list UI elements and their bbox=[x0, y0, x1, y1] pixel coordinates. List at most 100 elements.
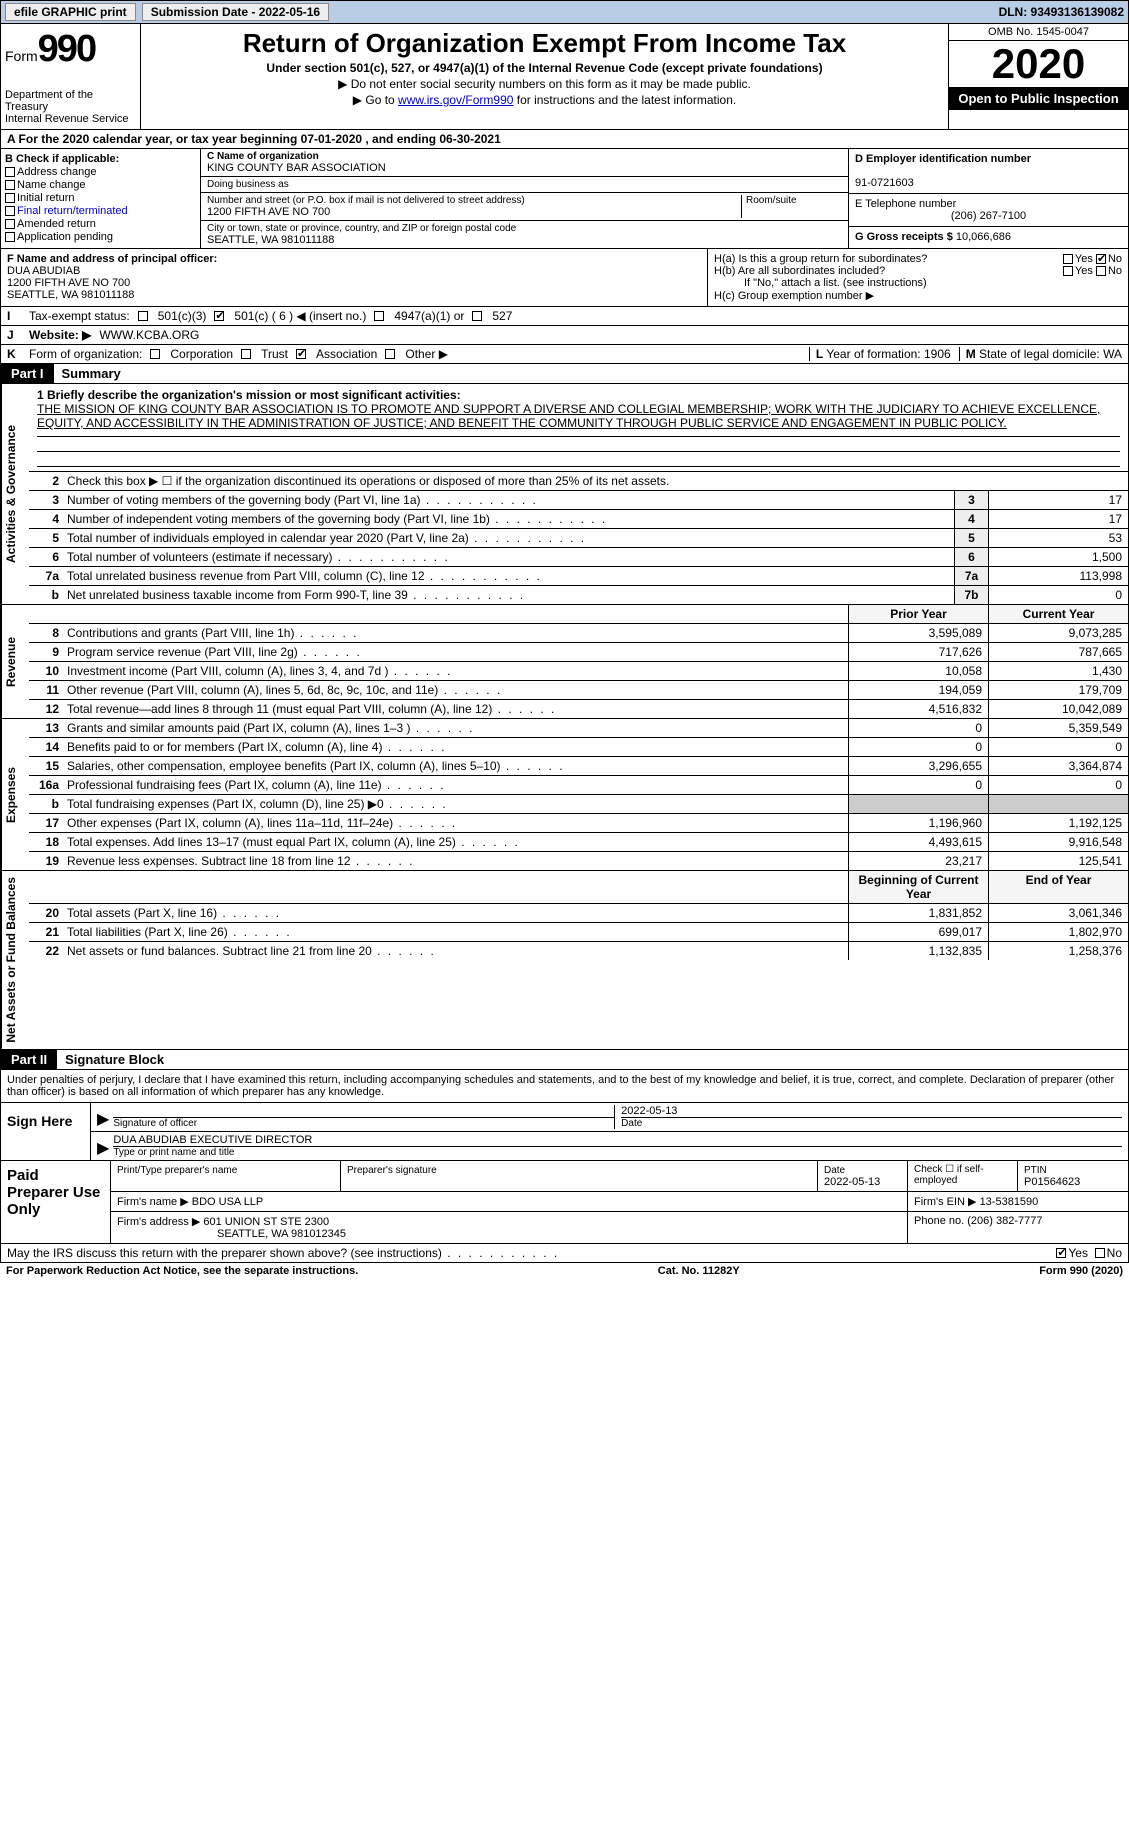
org-name: KING COUNTY BAR ASSOCIATION bbox=[207, 162, 842, 174]
arrow-icon: ▶ bbox=[97, 1138, 109, 1158]
gov-line: 5Total number of individuals employed in… bbox=[29, 529, 1128, 548]
form-subtitle: Under section 501(c), 527, or 4947(a)(1)… bbox=[149, 61, 940, 75]
ssn-note: ▶ Do not enter social security numbers o… bbox=[149, 77, 940, 91]
table-row: 10Investment income (Part VIII, column (… bbox=[29, 662, 1128, 681]
sig-date: 2022-05-13 bbox=[621, 1105, 677, 1117]
chk-hb-no[interactable] bbox=[1096, 266, 1106, 276]
tax-period: A For the 2020 calendar year, or tax yea… bbox=[0, 130, 1129, 149]
col-d-e-g: D Employer identification number 91-0721… bbox=[848, 149, 1128, 248]
gov-line: 7aTotal unrelated business revenue from … bbox=[29, 567, 1128, 586]
table-row: 18Total expenses. Add lines 13–17 (must … bbox=[29, 833, 1128, 852]
entity-block: B Check if applicable: Address change Na… bbox=[0, 149, 1129, 249]
chk-ha-yes[interactable] bbox=[1063, 254, 1073, 264]
submission-date-button[interactable]: Submission Date - 2022-05-16 bbox=[142, 3, 329, 21]
dln-label: DLN: 93493136139082 bbox=[999, 5, 1124, 19]
chk-initial-return[interactable] bbox=[5, 193, 15, 203]
part-1-header: Part I Summary bbox=[0, 364, 1129, 384]
chk-discuss-yes[interactable] bbox=[1056, 1248, 1066, 1258]
gov-line: 6Total number of volunteers (estimate if… bbox=[29, 548, 1128, 567]
table-row: 13Grants and similar amounts paid (Part … bbox=[29, 719, 1128, 738]
table-row: 19Revenue less expenses. Subtract line 1… bbox=[29, 852, 1128, 870]
ein: 91-0721603 bbox=[855, 177, 914, 189]
table-row: bTotal fundraising expenses (Part IX, co… bbox=[29, 795, 1128, 814]
gross-receipts: 10,066,686 bbox=[956, 231, 1011, 243]
table-row: 22Net assets or fund balances. Subtract … bbox=[29, 942, 1128, 960]
chk-final-return[interactable] bbox=[5, 206, 15, 216]
chk-other[interactable] bbox=[385, 349, 395, 359]
table-row: 12Total revenue—add lines 8 through 11 (… bbox=[29, 700, 1128, 718]
gov-line: 4Number of independent voting members of… bbox=[29, 510, 1128, 529]
summary-expenses: Expenses 13Grants and similar amounts pa… bbox=[0, 719, 1129, 871]
firm-phone: (206) 382-7777 bbox=[967, 1215, 1042, 1227]
website-row: J Website: ▶ WWW.KCBA.ORG bbox=[0, 326, 1129, 345]
form-title: Return of Organization Exempt From Incom… bbox=[149, 28, 940, 59]
irs-link[interactable]: www.irs.gov/Form990 bbox=[398, 93, 513, 107]
form-foot: Form 990 (2020) bbox=[1039, 1265, 1123, 1277]
tab-net-assets: Net Assets or Fund Balances bbox=[1, 871, 29, 1049]
table-row: 16aProfessional fundraising fees (Part I… bbox=[29, 776, 1128, 795]
sign-here-label: Sign Here bbox=[1, 1103, 91, 1160]
table-row: 9Program service revenue (Part VIII, lin… bbox=[29, 643, 1128, 662]
col-c-org-info: C Name of organization KING COUNTY BAR A… bbox=[201, 149, 848, 248]
chk-501c3[interactable] bbox=[138, 311, 148, 321]
paid-preparer-label: Paid Preparer Use Only bbox=[1, 1161, 111, 1243]
firm-ein: 13-5381590 bbox=[980, 1196, 1039, 1208]
gov-line: bNet unrelated business taxable income f… bbox=[29, 586, 1128, 604]
tab-revenue: Revenue bbox=[1, 605, 29, 718]
ptin: P01564623 bbox=[1024, 1176, 1080, 1188]
table-row: 20Total assets (Part X, line 16)1,831,85… bbox=[29, 904, 1128, 923]
tab-governance: Activities & Governance bbox=[1, 384, 29, 604]
chk-trust[interactable] bbox=[241, 349, 251, 359]
chk-name-change[interactable] bbox=[5, 180, 15, 190]
chk-assoc[interactable] bbox=[296, 349, 306, 359]
officer-group-block: F Name and address of principal officer:… bbox=[0, 249, 1129, 307]
city-state-zip: SEATTLE, WA 981011188 bbox=[207, 234, 842, 246]
chk-ha-no[interactable] bbox=[1096, 254, 1106, 264]
goto-post: for instructions and the latest informat… bbox=[513, 93, 736, 107]
arrow-icon: ▶ bbox=[97, 1109, 109, 1129]
officer-name-title: DUA ABUDIAB EXECUTIVE DIRECTOR bbox=[113, 1134, 312, 1146]
chk-527[interactable] bbox=[472, 311, 482, 321]
table-row: 8Contributions and grants (Part VIII, li… bbox=[29, 624, 1128, 643]
part-2-header: Part II Signature Block bbox=[0, 1050, 1129, 1070]
table-row: 14Benefits paid to or for members (Part … bbox=[29, 738, 1128, 757]
chk-4947[interactable] bbox=[374, 311, 384, 321]
summary-revenue: Revenue Prior YearCurrent Year 8Contribu… bbox=[0, 605, 1129, 719]
tax-year: 2020 bbox=[949, 41, 1128, 87]
officer-addr1: 1200 FIFTH AVE NO 700 bbox=[7, 277, 130, 289]
form-footer: For Paperwork Reduction Act Notice, see … bbox=[0, 1263, 1129, 1279]
efile-topbar: efile GRAPHIC print Submission Date - 20… bbox=[0, 0, 1129, 24]
mission-text: THE MISSION OF KING COUNTY BAR ASSOCIATI… bbox=[37, 402, 1100, 430]
col-b-checkboxes: B Check if applicable: Address change Na… bbox=[1, 149, 201, 248]
efile-print-button[interactable]: efile GRAPHIC print bbox=[5, 3, 136, 21]
table-row: 11Other revenue (Part VIII, column (A), … bbox=[29, 681, 1128, 700]
firm-name: BDO USA LLP bbox=[192, 1196, 264, 1208]
chk-discuss-no[interactable] bbox=[1095, 1248, 1105, 1258]
street-address: 1200 FIFTH AVE NO 700 bbox=[207, 206, 737, 218]
officer-addr2: SEATTLE, WA 981011188 bbox=[7, 289, 134, 301]
officer-name: DUA ABUDIAB bbox=[7, 265, 80, 277]
gov-line: 3Number of voting members of the governi… bbox=[29, 491, 1128, 510]
form-of-org-row: K Form of organization: Corporation Trus… bbox=[0, 345, 1129, 364]
perjury-statement: Under penalties of perjury, I declare th… bbox=[1, 1070, 1128, 1102]
chk-hb-yes[interactable] bbox=[1063, 266, 1073, 276]
table-row: 17Other expenses (Part IX, column (A), l… bbox=[29, 814, 1128, 833]
firm-addr: 601 UNION ST STE 2300 bbox=[203, 1216, 329, 1228]
goto-pre: ▶ Go to bbox=[353, 93, 398, 107]
may-irs-discuss: May the IRS discuss this return with the… bbox=[0, 1244, 1129, 1263]
website-url: WWW.KCBA.ORG bbox=[99, 328, 199, 342]
telephone: (206) 267-7100 bbox=[855, 210, 1122, 222]
chk-501c[interactable] bbox=[214, 311, 224, 321]
table-row: 21Total liabilities (Part X, line 26)699… bbox=[29, 923, 1128, 942]
open-to-public: Open to Public Inspection bbox=[949, 87, 1128, 110]
chk-corp[interactable] bbox=[150, 349, 160, 359]
table-row: 15Salaries, other compensation, employee… bbox=[29, 757, 1128, 776]
chk-application-pending[interactable] bbox=[5, 232, 15, 242]
form-word: Form bbox=[5, 48, 38, 64]
chk-address-change[interactable] bbox=[5, 167, 15, 177]
tax-exempt-status: I Tax-exempt status: 501(c)(3) 501(c) ( … bbox=[0, 307, 1129, 326]
form-header: Form 990 Department of the Treasury Inte… bbox=[0, 24, 1129, 130]
chk-amended-return[interactable] bbox=[5, 219, 15, 229]
dept-treasury: Department of the Treasury Internal Reve… bbox=[5, 89, 136, 125]
signature-block: Under penalties of perjury, I declare th… bbox=[0, 1070, 1129, 1244]
